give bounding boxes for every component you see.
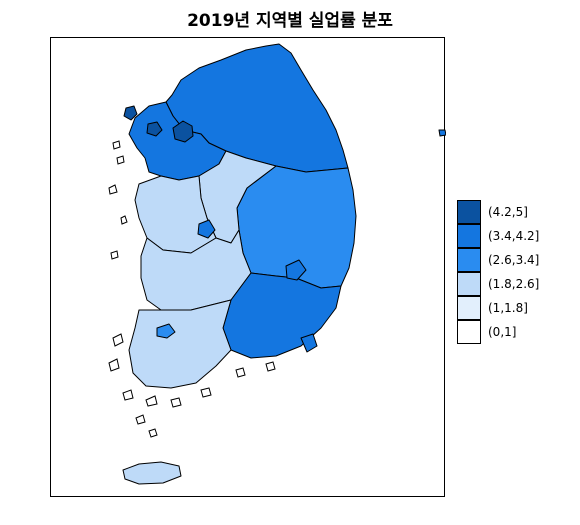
region-daejeon: [197, 219, 216, 239]
region-jeonnam: [128, 299, 232, 389]
region-daegu: [285, 259, 307, 281]
legend-label: (2.6,3.4]: [488, 253, 540, 267]
korea-choropleth-map: [108, 43, 446, 485]
region-busan: [300, 333, 318, 353]
legend-label: (1,1.8]: [488, 301, 528, 315]
legend-swatch: [457, 320, 481, 344]
region-seoul: [172, 120, 194, 143]
map-title: 2019년 지역별 실업률 분포: [187, 11, 393, 31]
legend-swatch: [457, 248, 481, 272]
region-incheon: [146, 121, 163, 137]
legend-swatch: [457, 224, 481, 248]
legend-label: (1.8,2.6]: [488, 277, 540, 291]
legend-label: (0,1]: [488, 325, 517, 339]
region-jeju: [122, 461, 182, 485]
region-gwangju: [156, 323, 176, 339]
region-incheon-islands: [123, 105, 138, 121]
legend-swatch: [457, 272, 481, 296]
legend-label: (4.2,5]: [488, 205, 528, 219]
region-ulleungdo: [438, 129, 446, 137]
region-gyeongnam: [222, 272, 342, 359]
legend-swatch: [457, 296, 481, 320]
legend-label: (3.4,4.2]: [488, 229, 540, 243]
map-panel: [50, 37, 446, 497]
legend-swatch: [457, 200, 481, 224]
coastal-islands: [108, 140, 276, 438]
